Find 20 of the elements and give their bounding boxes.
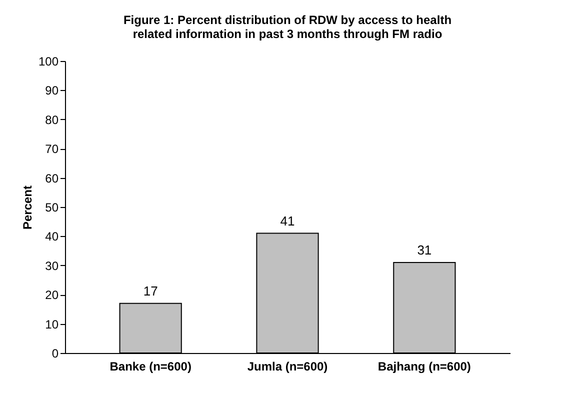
x-tick-label: Banke (n=600) xyxy=(110,360,192,374)
text: related information in past 3 months through FM radio xyxy=(132,27,442,41)
data-label: 17 xyxy=(143,283,158,298)
y-tick-label: 60 xyxy=(45,171,59,186)
data-label: 41 xyxy=(280,213,295,228)
data-label: 31 xyxy=(417,242,432,258)
y-tick-label: 100 xyxy=(38,54,59,68)
y-axis-title: Percent xyxy=(20,185,34,230)
y-tick-label: 0 xyxy=(52,346,59,360)
y-tick-label: 50 xyxy=(45,200,59,214)
y-tick-label: 20 xyxy=(45,288,59,302)
x-tick-label: Bajhang (n=600) xyxy=(378,360,471,374)
x-tick-label: Jumla (n=600) xyxy=(247,360,328,374)
y-tick-label: 10 xyxy=(45,317,59,332)
y-tick-label: 80 xyxy=(45,112,59,127)
y-tick-label: 70 xyxy=(45,142,59,156)
y-tick-label: 30 xyxy=(45,258,59,273)
y-tick-label: 90 xyxy=(45,84,59,98)
y-tick-label: 40 xyxy=(45,230,59,244)
text: Figure 1: Percent distribution of RDW by access to health xyxy=(123,13,452,27)
